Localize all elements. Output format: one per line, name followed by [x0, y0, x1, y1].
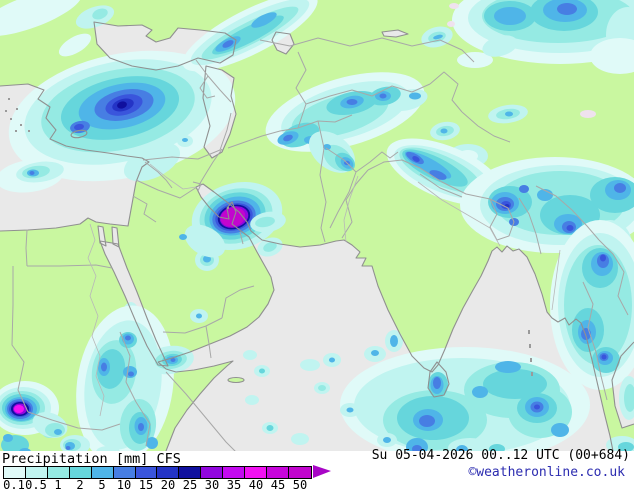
- colorbar-segment: [25, 467, 48, 478]
- colorbar-label: 2: [76, 478, 84, 490]
- precipitation-layer: [0, 0, 634, 451]
- copyright: ©weatheronline.co.uk: [468, 465, 625, 480]
- colorbar-label: 0.5: [25, 478, 47, 490]
- socotra-island: [228, 377, 244, 383]
- colorbar-labels: 0.1 0.5 1 2 5 10 15 20 25 30 35 40 45 50: [3, 478, 311, 490]
- colorbar-segment: [201, 467, 224, 478]
- colorbar-segment: [267, 467, 289, 478]
- colorbar-label: 40: [248, 478, 264, 490]
- legend-variable: Precipitation: [2, 451, 108, 467]
- colorbar-label: 5: [98, 478, 106, 490]
- colorbar-label: 30: [204, 478, 220, 490]
- colorbar-label: 10: [116, 478, 132, 490]
- legend-model: CFS: [156, 451, 181, 467]
- colorbar-segment: [179, 467, 202, 478]
- colorbar-label: 35: [226, 478, 242, 490]
- colorbar-segment: [91, 467, 114, 478]
- precipitation-map: [0, 0, 634, 451]
- river-layer: [87, 163, 561, 417]
- colorbar-label: 25: [182, 478, 198, 490]
- colorbar-label: 45: [270, 478, 286, 490]
- forecast-datetime: Su 05-04-2026 00..12 UTC (00+684): [371, 448, 630, 463]
- colorbar-segment: [223, 467, 246, 478]
- colorbar-segment: [69, 467, 92, 478]
- colorbar-segments: [3, 466, 312, 479]
- colorbar-label: 20: [160, 478, 176, 490]
- island-speck-layer: [5, 98, 533, 376]
- legend-unit: [mm]: [115, 451, 149, 467]
- colorbar-arrow: [313, 465, 331, 478]
- coastline-layer: [0, 21, 634, 451]
- colorbar-segment: [157, 467, 180, 478]
- colorbar-label: 50: [292, 478, 308, 490]
- colorbar-segment: [113, 467, 136, 478]
- colorbar-segment: [4, 467, 26, 478]
- legend-title: Precipitation [mm] CFS: [2, 451, 181, 467]
- colorbar-segment: [47, 467, 70, 478]
- colorbar-segment: [288, 467, 311, 478]
- colorbar-segment: [245, 467, 268, 478]
- colorbar-label: 0.1: [3, 478, 25, 490]
- country-border-layer: [11, 37, 629, 451]
- colorbar-label: 1: [54, 478, 62, 490]
- legend-footer: Precipitation [mm] CFS 0.1 0.5 1 2 5 10 15 20 25…: [0, 448, 634, 490]
- colorbar-label: 15: [138, 478, 154, 490]
- colorbar-segment: [135, 467, 158, 478]
